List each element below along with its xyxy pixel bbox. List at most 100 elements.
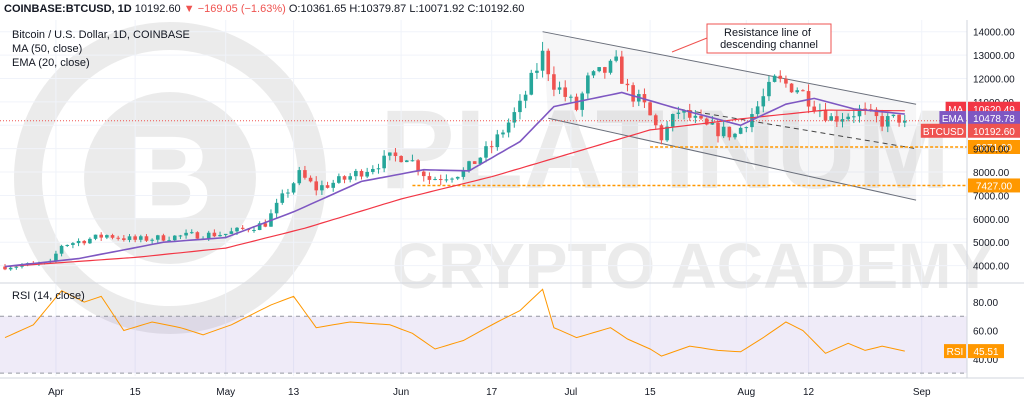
rsi-axis[interactable]: 40.00 60.00 80.00 RSI 45.51 <box>944 283 1004 378</box>
candle-body <box>557 87 562 90</box>
time-tick-label: 15 <box>645 387 657 398</box>
time-tick-label: May <box>216 387 235 398</box>
candle-body <box>325 185 330 188</box>
candle-body <box>399 156 403 163</box>
candle-body <box>835 116 839 122</box>
bitcoin-logo-icon: B <box>127 112 212 244</box>
candle-body <box>444 179 449 181</box>
rsi-legend[interactable]: RSI (14, close) <box>12 290 85 302</box>
candle-body <box>274 202 279 214</box>
candle-body <box>489 146 494 148</box>
candle-body <box>348 176 352 180</box>
candle-body <box>342 176 347 180</box>
candle-body <box>263 223 268 227</box>
price-tag-value-box <box>968 111 1020 126</box>
candle-body <box>59 245 64 254</box>
annotation-pointer <box>671 37 708 53</box>
candle-body <box>682 110 686 113</box>
ema-legend[interactable]: EMA (20, close) <box>12 57 90 69</box>
candle-body <box>574 96 579 110</box>
candle-body <box>801 90 805 92</box>
candle-body <box>659 125 664 141</box>
support-level-tag <box>968 139 1020 154</box>
candle-body <box>421 171 426 177</box>
time-tick-label: 13 <box>288 387 300 398</box>
rsi-series-line <box>4 288 905 357</box>
candle-body <box>286 192 290 194</box>
moving-averages <box>4 91 905 268</box>
time-axis[interactable]: Apr 15 May 13 Jun 17 Jul 15 Aug 12 Sep <box>0 377 1024 398</box>
candle-body <box>371 168 375 172</box>
candle-body <box>704 118 709 125</box>
candle-body <box>127 236 132 240</box>
candle-body <box>54 253 58 261</box>
candle-body <box>427 176 432 180</box>
candle-body <box>693 115 698 118</box>
time-tick-label: Jul <box>564 387 577 398</box>
candle-body <box>212 232 217 237</box>
candle-body <box>388 152 392 156</box>
candle-body <box>416 160 420 172</box>
rsi-tag-name: RSI <box>947 347 964 358</box>
candle-body <box>365 171 369 177</box>
price-tag-name: MA <box>948 105 963 116</box>
price-tag-value: 10192.60 <box>973 127 1015 138</box>
candle-body <box>410 160 415 162</box>
candle-body <box>105 235 109 238</box>
candle-body <box>189 232 194 234</box>
descending-channel <box>542 31 917 201</box>
candle-body <box>823 110 828 121</box>
price-tick-label: 8000.00 <box>973 168 1010 179</box>
ema20-line <box>4 91 905 268</box>
rsi-line <box>4 288 905 357</box>
candle-body <box>450 178 454 180</box>
candle-body <box>829 116 833 121</box>
candle-body <box>495 134 500 148</box>
candle-body <box>93 234 98 239</box>
chart-title[interactable]: Bitcoin / U.S. Dollar, 1D, COINBASE <box>12 29 190 41</box>
candle-body <box>569 96 573 98</box>
candle-body <box>178 235 183 237</box>
rsi-guides <box>0 315 967 374</box>
candle-body <box>784 78 788 84</box>
candle-body <box>314 181 319 191</box>
candle-body <box>76 240 81 244</box>
candle-body <box>540 50 545 71</box>
candle-body <box>518 100 522 113</box>
candle-body <box>552 74 556 90</box>
ma-legend[interactable]: MA (50, close) <box>12 43 83 55</box>
candle-body <box>8 267 13 270</box>
time-tick-label: 12 <box>803 387 815 398</box>
candle-body <box>139 236 143 240</box>
candle-body <box>467 161 471 171</box>
channel-resistance-line <box>542 31 917 105</box>
price-tag-name-box <box>920 123 966 138</box>
candle-body <box>767 81 771 97</box>
down-arrow-icon: ▼ <box>183 3 195 15</box>
rsi-tag: RSI 45.51 <box>944 344 1004 359</box>
candle-body <box>433 179 437 181</box>
symbol-label[interactable]: COINBASE:BTCUSD, 1D <box>4 3 132 15</box>
candle-body <box>303 170 307 178</box>
annotation-text: Resistance line of descending channel <box>720 27 818 51</box>
candle-body <box>184 232 188 236</box>
ma50-line <box>4 109 905 268</box>
time-tick-label: Jun <box>393 387 409 398</box>
candle-body <box>891 114 896 117</box>
price-pane[interactable]: 9071.00 7427.00 <box>0 20 1020 376</box>
last-price: 10192.60 <box>134 3 181 15</box>
open-value: O:10361.65 <box>288 3 347 15</box>
rsi-pane[interactable] <box>0 288 967 374</box>
candle-body <box>218 234 222 237</box>
candle-body <box>546 50 551 75</box>
candle-body <box>676 112 681 114</box>
candle-body <box>897 114 901 123</box>
candle-body <box>852 116 856 118</box>
rsi-tick-label: 80.00 <box>973 298 998 309</box>
price-tick-label: 13000.00 <box>973 51 1015 62</box>
candle-body <box>620 56 624 84</box>
candle-body <box>812 106 817 112</box>
price-axis[interactable]: 4000.00 5000.00 6000.00 7000.00 8000.00 9000.… <box>920 20 1020 283</box>
